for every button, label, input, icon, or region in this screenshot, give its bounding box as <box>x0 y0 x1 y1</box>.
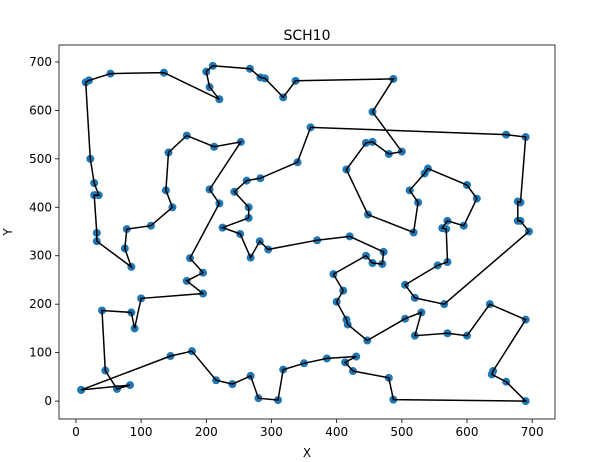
x-axis-label: X <box>303 446 311 460</box>
y-tick-label: 200 <box>29 297 52 311</box>
tour-line <box>80 65 530 402</box>
x-tick-label: 200 <box>195 425 218 439</box>
y-tick-label: 600 <box>29 103 52 117</box>
y-tick-label: 700 <box>29 55 52 69</box>
x-tick-label: 600 <box>456 425 479 439</box>
x-tick-label: 500 <box>390 425 413 439</box>
point <box>77 385 86 394</box>
y-tick-label: 100 <box>29 346 52 360</box>
y-tick-label: 400 <box>29 200 52 214</box>
chart-title: SCH10 <box>283 28 330 44</box>
x-tick-label: 100 <box>130 425 153 439</box>
x-tick-label: 700 <box>521 425 544 439</box>
y-tick-label: 300 <box>29 249 52 263</box>
x-tick-label: 300 <box>260 425 283 439</box>
plot-frame <box>58 44 556 420</box>
x-tick-label: 400 <box>325 425 348 439</box>
y-axis-label: Y <box>1 228 15 237</box>
y-tick-label: 0 <box>44 394 52 408</box>
x-tick-label: 0 <box>72 425 80 439</box>
y-tick-label: 500 <box>29 152 52 166</box>
